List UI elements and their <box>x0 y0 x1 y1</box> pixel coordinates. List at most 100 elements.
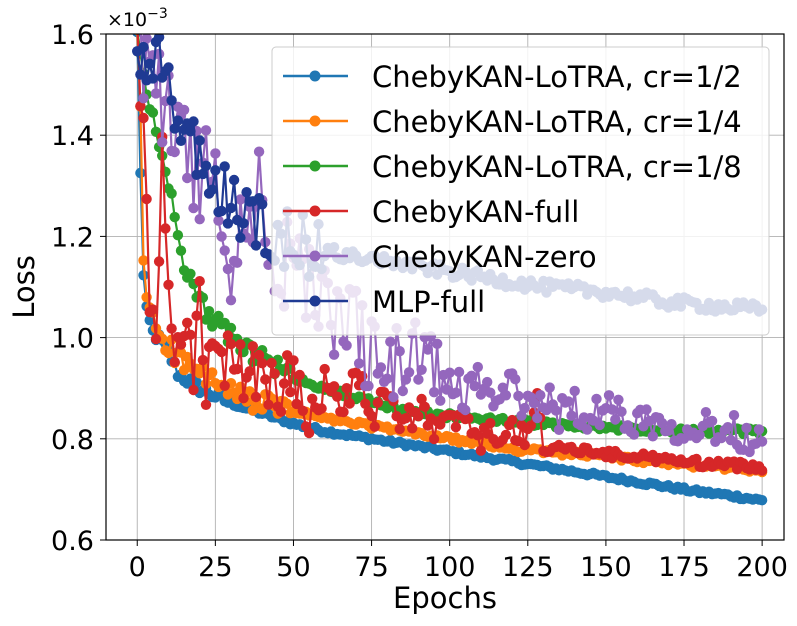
data-point <box>694 429 705 441</box>
data-point <box>166 188 177 199</box>
legend-marker <box>309 115 321 127</box>
data-point <box>500 390 512 401</box>
series-3 <box>135 34 768 476</box>
data-point <box>553 424 565 435</box>
data-point <box>756 465 768 476</box>
data-point <box>463 413 474 424</box>
legend-marker <box>309 205 321 217</box>
data-point <box>153 48 165 60</box>
data-point <box>178 104 190 116</box>
legend-marker <box>309 250 321 262</box>
data-point <box>369 421 380 432</box>
data-point <box>169 146 180 158</box>
data-point <box>163 62 174 73</box>
data-point <box>432 338 443 349</box>
data-point <box>319 363 330 375</box>
data-point <box>253 349 265 361</box>
data-point <box>466 370 477 381</box>
data-point <box>291 398 302 410</box>
x-tick-label: 50 <box>276 552 310 583</box>
data-point <box>278 378 290 389</box>
data-point <box>222 263 234 275</box>
data-point <box>394 423 405 435</box>
data-point <box>307 393 318 404</box>
data-point <box>525 420 537 431</box>
data-point <box>282 398 293 409</box>
data-point <box>185 268 196 279</box>
data-point <box>194 135 205 146</box>
data-point <box>175 339 187 350</box>
y-multiplier: ×10−3 <box>107 6 168 31</box>
data-point <box>169 356 180 368</box>
y-tick-label: 1.4 <box>51 121 94 152</box>
data-point <box>353 358 365 369</box>
data-point <box>563 396 574 407</box>
legend-marker <box>309 295 321 307</box>
data-point <box>169 123 180 134</box>
data-point <box>194 214 205 225</box>
data-point <box>341 383 352 394</box>
data-point <box>400 413 412 424</box>
data-point <box>303 427 315 439</box>
data-point <box>500 429 512 441</box>
data-point <box>269 368 280 379</box>
x-tick-label: 75 <box>354 552 388 583</box>
data-point <box>397 385 408 397</box>
data-point <box>197 354 209 366</box>
y-tick-label: 1.2 <box>51 222 94 253</box>
data-point <box>188 202 199 214</box>
data-point <box>616 406 627 417</box>
data-point <box>422 344 433 355</box>
data-point <box>210 148 221 159</box>
data-point <box>203 306 215 317</box>
data-point <box>419 401 430 412</box>
data-point <box>216 205 227 217</box>
data-point <box>216 346 227 358</box>
data-point <box>219 161 230 172</box>
data-point <box>138 255 149 266</box>
data-point <box>163 347 174 359</box>
data-point <box>228 174 240 186</box>
data-point <box>607 404 618 415</box>
data-point <box>566 410 577 421</box>
data-point <box>628 429 640 440</box>
data-point <box>141 34 152 44</box>
data-point <box>753 424 765 435</box>
data-point <box>200 314 212 325</box>
series-0 <box>132 34 768 506</box>
data-point <box>266 357 277 369</box>
data-point <box>691 453 702 465</box>
data-point <box>641 404 652 415</box>
data-point <box>241 187 252 198</box>
data-point <box>219 380 230 391</box>
data-point <box>444 367 455 378</box>
data-point <box>550 405 562 416</box>
data-point <box>207 184 218 195</box>
data-point <box>594 419 605 431</box>
data-point <box>147 107 159 118</box>
data-point <box>394 346 405 357</box>
data-point <box>260 374 271 385</box>
y-tick-label: 1.6 <box>51 20 94 51</box>
data-point <box>147 304 159 315</box>
data-point <box>328 349 340 360</box>
data-point <box>569 385 580 397</box>
data-point <box>716 432 727 444</box>
data-point <box>200 399 212 410</box>
data-point <box>344 398 355 409</box>
data-point <box>435 395 446 406</box>
data-point <box>225 338 237 350</box>
data-point <box>544 382 555 393</box>
data-point <box>250 240 262 251</box>
legend-label: ChebyKAN-zero <box>372 240 597 274</box>
data-point <box>138 93 149 104</box>
data-point <box>225 202 237 214</box>
x-tick-label: 175 <box>658 552 710 583</box>
data-point <box>756 495 768 506</box>
data-point <box>166 95 177 106</box>
data-point <box>144 58 155 69</box>
data-point <box>453 366 465 378</box>
data-point <box>388 391 399 403</box>
data-point <box>428 433 440 445</box>
